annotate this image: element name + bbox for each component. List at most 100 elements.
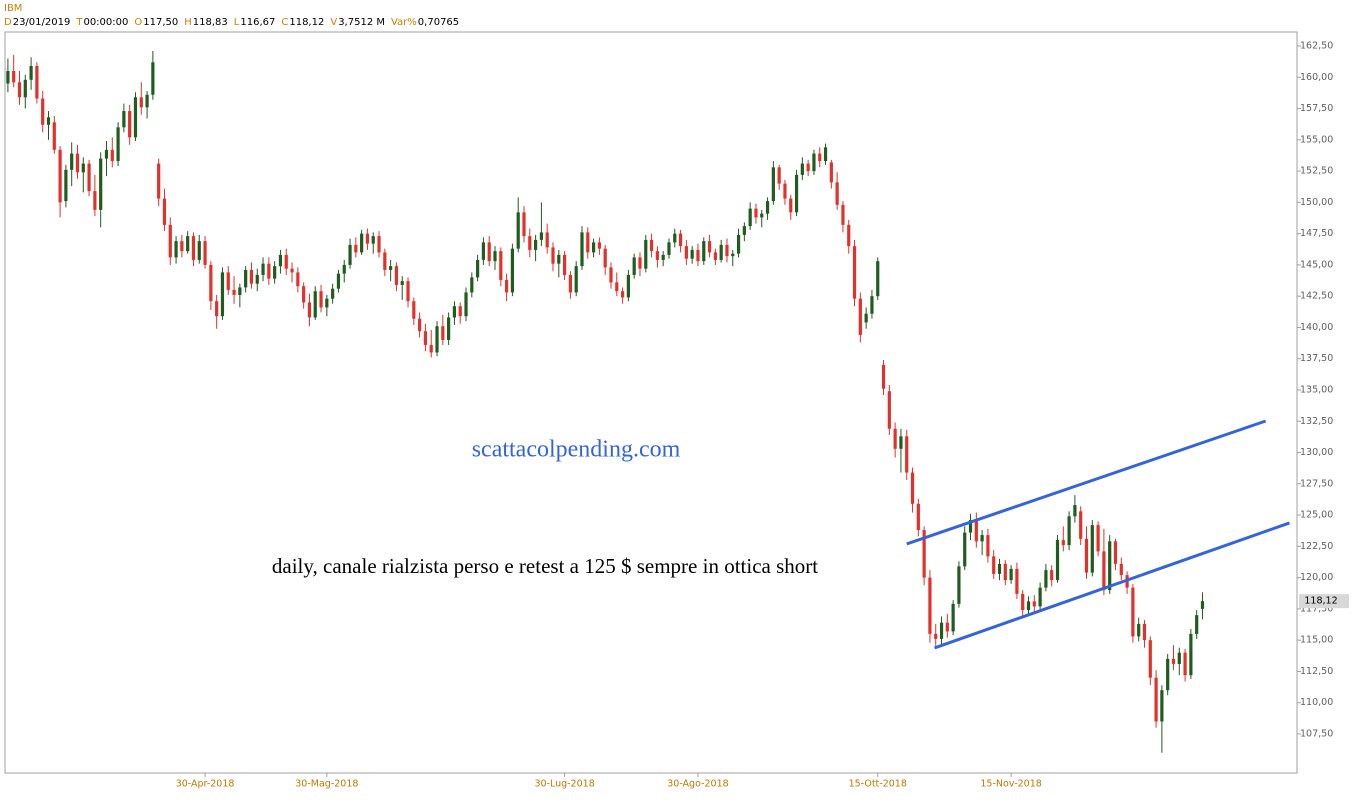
plot-frame (4, 31, 1298, 774)
header-value: 0,70765 (418, 17, 459, 28)
candle-body (632, 257, 636, 275)
y-tick-label: 125,00 (1300, 510, 1333, 521)
candle-body (748, 208, 752, 227)
candle-body (678, 233, 683, 247)
candle-body (974, 520, 978, 542)
candle-body (1183, 652, 1187, 676)
candle-body (458, 306, 462, 317)
candle-body (986, 535, 990, 557)
y-tick-label: 112,50 (1300, 666, 1333, 677)
y-tick-label: 145,00 (1300, 259, 1333, 270)
y-tick-label: 135,00 (1300, 384, 1333, 395)
candle-body (1137, 623, 1141, 637)
candle-body (731, 253, 735, 257)
candle-body (441, 326, 445, 340)
header-key: H (184, 17, 192, 28)
candle-body (910, 472, 915, 504)
candle-body (736, 234, 741, 254)
candle-body (174, 241, 178, 258)
candle-body (916, 503, 920, 531)
candle-body (232, 289, 236, 295)
candle-body (261, 263, 265, 275)
candle-body (615, 282, 619, 292)
candle-body (1148, 640, 1152, 678)
candle-body (400, 281, 404, 285)
candle-body (412, 301, 416, 319)
candle-body (220, 272, 225, 317)
candle-body (104, 149, 109, 159)
candle-body (342, 264, 346, 274)
x-tick-label: 15-Ott-2018 (849, 779, 907, 790)
candle-body (418, 318, 422, 332)
candle-body (307, 302, 312, 318)
candle-body (267, 263, 271, 279)
y-tick-label: 127,50 (1300, 478, 1333, 489)
y-tick-label: 137,50 (1300, 353, 1333, 364)
candle-body (992, 556, 996, 574)
y-tick-label: 122,50 (1300, 541, 1333, 552)
candle-body (325, 298, 329, 308)
candle-body (249, 269, 254, 284)
candle-body (1038, 587, 1042, 607)
candle-body (435, 326, 439, 353)
candle-body (528, 236, 532, 250)
candle-body (713, 252, 717, 260)
candle-body (754, 208, 758, 218)
candle-body (23, 79, 27, 98)
header-value: 00:00:00 (83, 17, 128, 28)
symbol: IBM (4, 3, 22, 14)
header-key: V (330, 17, 337, 28)
candle-body (597, 242, 601, 249)
header-value: 23/01/2019 (13, 17, 71, 28)
candle-body (806, 163, 810, 172)
candle-body (696, 249, 700, 262)
candle-body (1032, 601, 1036, 607)
candle-body (876, 261, 880, 297)
candle-body (684, 246, 688, 259)
candle-body (145, 94, 149, 108)
candle-body (574, 266, 578, 293)
candle-body (1160, 690, 1164, 722)
y-tick-label: 120,00 (1300, 572, 1333, 583)
candle-body (487, 242, 491, 262)
candle-body (742, 226, 746, 235)
y-tick-label: 132,50 (1300, 416, 1333, 427)
candle-body (829, 162, 833, 183)
candle-body (296, 272, 300, 287)
last-price-box (1299, 594, 1349, 609)
candle-body (481, 242, 486, 260)
candle-body (881, 364, 886, 389)
candle-body (360, 233, 364, 253)
candle-body (534, 239, 538, 250)
candle-body (638, 257, 642, 269)
candle-body (452, 306, 457, 318)
candle-body (1055, 540, 1060, 581)
candle-body (99, 158, 103, 210)
candle-body (238, 287, 242, 295)
candle-body (626, 274, 630, 298)
candle-body (470, 277, 474, 293)
candle-body (423, 331, 428, 345)
candle-body (429, 344, 433, 353)
candle-body (151, 62, 155, 95)
candle-body (551, 247, 555, 264)
candle-body (1021, 593, 1025, 611)
candle-body (562, 254, 567, 275)
y-tick-label: 140,00 (1300, 322, 1333, 333)
candle-body (1050, 570, 1054, 581)
candle-body (110, 149, 114, 162)
candle-body (1154, 677, 1158, 722)
candle-body (905, 436, 909, 473)
candle-body (35, 66, 39, 99)
candle-body (847, 224, 851, 247)
header-value: 116,67 (240, 17, 275, 28)
candle-body (760, 213, 764, 218)
candle-body (655, 251, 659, 260)
candle-body (197, 241, 201, 260)
candle-body (93, 191, 97, 210)
candle-body (661, 254, 665, 260)
candle-body (377, 236, 381, 253)
candle-body (777, 167, 781, 184)
candle-body (835, 182, 839, 205)
candle-body (290, 268, 294, 273)
